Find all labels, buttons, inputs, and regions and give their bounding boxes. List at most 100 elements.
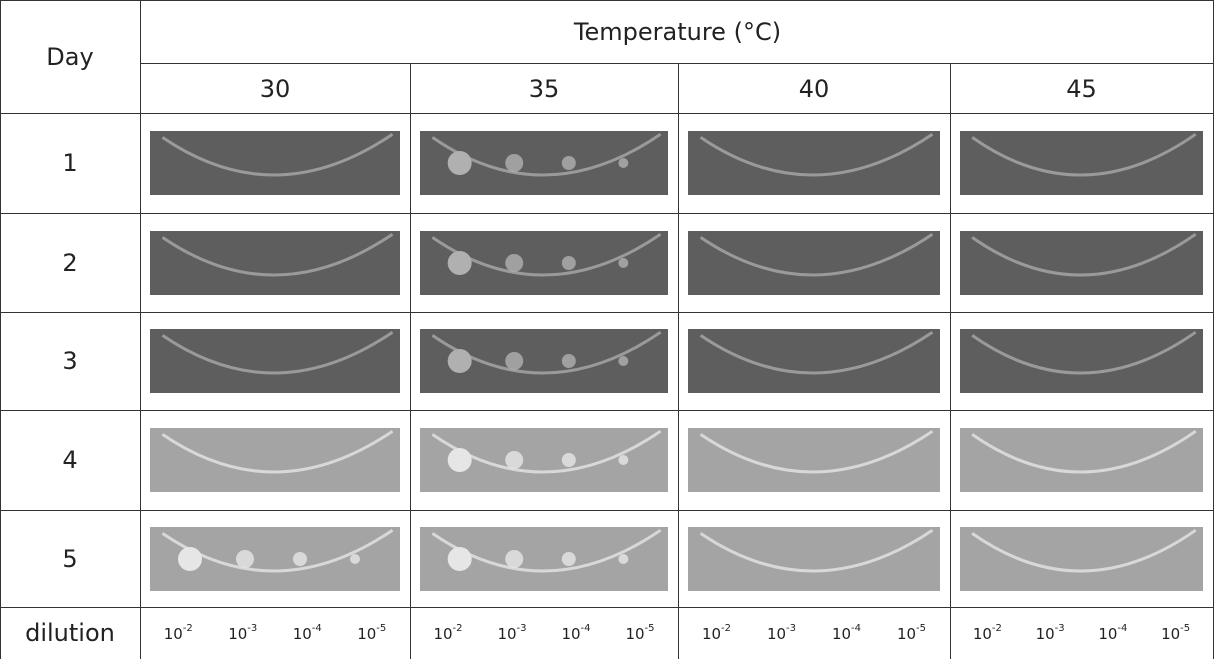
dilution-value: 10-2: [973, 623, 1002, 643]
dilution-exponent: -4: [851, 623, 861, 634]
dilution-base: 10: [832, 625, 851, 643]
colony: [562, 453, 576, 467]
dilution-exponent: -2: [183, 623, 193, 634]
col-line: [410, 63, 411, 659]
plate-photo: [420, 329, 668, 393]
colony: [505, 550, 523, 568]
plate-photo: [960, 329, 1203, 393]
day-label: 5: [0, 510, 140, 607]
dilution-exponent: -3: [517, 623, 527, 634]
dilution-value: 10-3: [767, 623, 796, 643]
dilution-exponent: -2: [453, 623, 463, 634]
plate-photo: [150, 428, 400, 492]
dilution-exponent: -4: [312, 623, 322, 634]
table: Day Temperature (°C) 303540451 2 3 4 5 d…: [0, 0, 1215, 659]
plate-photo: [688, 329, 940, 393]
dilution-base: 10: [357, 625, 376, 643]
col-line: [1213, 0, 1214, 659]
day-label: 3: [0, 312, 140, 410]
plate-photo: [960, 527, 1203, 591]
dilution-base: 10: [164, 625, 183, 643]
dilution-base: 10: [973, 625, 992, 643]
dilution-exponent: -2: [721, 623, 731, 634]
dilution-value: 10-5: [897, 623, 926, 643]
dilution-exponent: -5: [376, 623, 386, 634]
plate-photo: [420, 231, 668, 295]
dilution-value: 10-3: [1036, 623, 1065, 643]
colony: [618, 356, 628, 366]
dilution-value: 10-2: [433, 623, 462, 643]
dilution-base: 10: [1098, 625, 1117, 643]
colony: [448, 448, 472, 472]
plate-photo: [150, 131, 400, 195]
plate-photo: [688, 231, 940, 295]
row-line: [0, 410, 1213, 411]
plate-photo: [688, 428, 940, 492]
row-line: [0, 213, 1213, 214]
row-line: [0, 0, 1213, 1]
dilution-exponent: -5: [916, 623, 926, 634]
temperature-header: Temperature (°C): [140, 0, 1215, 64]
colony: [562, 354, 576, 368]
colony: [505, 352, 523, 370]
colony: [618, 554, 628, 564]
dilution-value: 10-3: [228, 623, 257, 643]
dilution-exponent: -5: [1180, 623, 1190, 634]
plate-photo: [420, 131, 668, 195]
temperature-label: 35: [410, 64, 678, 113]
dilution-base: 10: [561, 625, 580, 643]
dilution-exponent: -5: [645, 623, 655, 634]
dilution-value: 10-5: [625, 623, 654, 643]
colony: [178, 547, 202, 571]
dilution-base: 10: [228, 625, 247, 643]
day-header: Day: [0, 0, 140, 113]
colony: [562, 156, 576, 170]
colony: [236, 550, 254, 568]
col-line: [678, 63, 679, 659]
dilution-base: 10: [767, 625, 786, 643]
row-line: [0, 510, 1213, 511]
dilution-value: 10-4: [1098, 623, 1127, 643]
colony: [562, 552, 576, 566]
colony: [293, 552, 307, 566]
colony: [448, 547, 472, 571]
dilution-base: 10: [293, 625, 312, 643]
colony: [562, 256, 576, 270]
plate-photo: [688, 131, 940, 195]
plate-photo: [960, 131, 1203, 195]
dilution-base: 10: [497, 625, 516, 643]
dilution-base: 10: [433, 625, 452, 643]
dilution-base: 10: [1036, 625, 1055, 643]
plate-photo: [960, 428, 1203, 492]
plate-photo: [420, 527, 668, 591]
plate-photo: [150, 231, 400, 295]
dilution-exponent: -3: [247, 623, 257, 634]
dilution-value: 10-5: [357, 623, 386, 643]
dilution-cell: 10-210-310-410-5: [950, 607, 1213, 659]
dilution-exponent: -4: [1117, 623, 1127, 634]
dilution-base: 10: [625, 625, 644, 643]
dilution-value: 10-5: [1161, 623, 1190, 643]
plate-photo: [150, 329, 400, 393]
dilution-label: dilution: [0, 607, 140, 659]
colony: [350, 554, 360, 564]
colony: [618, 258, 628, 268]
dilution-value: 10-2: [164, 623, 193, 643]
plate-photo: [688, 527, 940, 591]
colony: [448, 251, 472, 275]
temperature-label: 40: [678, 64, 950, 113]
colony: [448, 349, 472, 373]
dilution-exponent: -3: [786, 623, 796, 634]
dilution-exponent: -4: [581, 623, 591, 634]
colony: [618, 455, 628, 465]
dilution-value: 10-2: [702, 623, 731, 643]
col-line: [950, 63, 951, 659]
plate-photo: [150, 527, 400, 591]
plate-photo: [420, 428, 668, 492]
